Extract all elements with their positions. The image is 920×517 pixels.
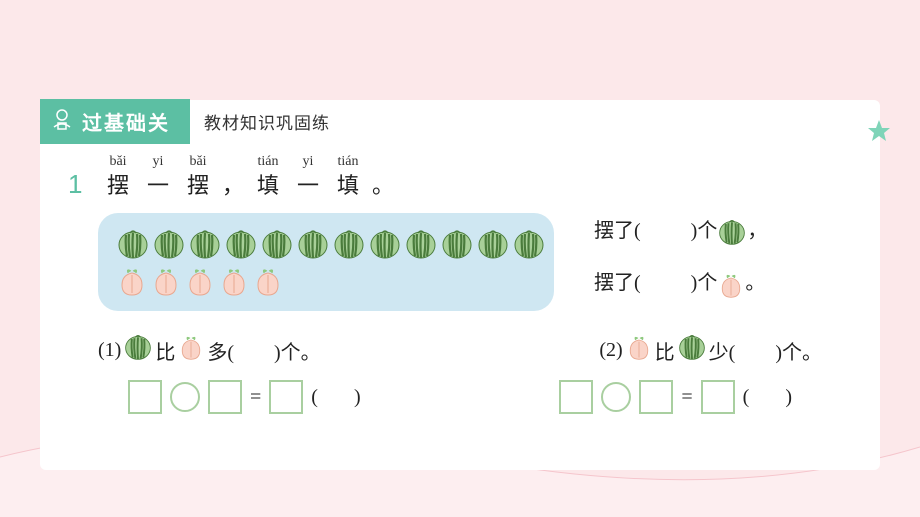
watermelon-icon xyxy=(717,217,747,247)
peach-icon xyxy=(717,271,745,299)
fruit-box xyxy=(98,213,554,311)
peach-icon xyxy=(150,265,182,297)
instruction-char: 填 xyxy=(328,168,368,200)
watermelon-line xyxy=(116,227,536,261)
watermelon-icon xyxy=(116,227,150,261)
watermelon-icon xyxy=(296,227,330,261)
watermelon-icon xyxy=(404,227,438,261)
instruction-char: ， xyxy=(218,168,248,200)
sub-question-2: (2) 比 少()个。 xyxy=(599,332,822,368)
subtitle: 教材知识巩固练 xyxy=(204,109,330,134)
count-text: 摆了()个， 摆了()个。 xyxy=(594,210,767,314)
blank-box xyxy=(128,380,162,414)
blank-box xyxy=(639,380,673,414)
watermelon-icon xyxy=(123,332,153,362)
watermelon-icon xyxy=(677,332,707,362)
watermelon-icon xyxy=(476,227,510,261)
peach-icon xyxy=(625,333,653,361)
watermelon-icon xyxy=(512,227,546,261)
peach-icon xyxy=(116,265,148,297)
count-line-1: 摆了()个， xyxy=(594,210,767,262)
content-area: bǎiyibǎitiányitián 1 摆一摆，填一填。 摆了()个， 摆了(… xyxy=(40,142,880,424)
blank-circle xyxy=(170,382,200,412)
peach-icon xyxy=(252,265,284,297)
blank-box xyxy=(559,380,593,414)
instruction-char: 一 xyxy=(288,168,328,200)
sub-questions: (1) 比 多()个。 (2) 比 少()个。 xyxy=(98,332,822,368)
tab-label: 过基础关 xyxy=(82,113,170,135)
instruction-char: 。 xyxy=(368,168,398,200)
peach-icon xyxy=(218,265,250,297)
peach-line xyxy=(116,265,536,297)
equation-1: = () xyxy=(128,380,361,414)
worksheet-card: 过基础关 教材知识巩固练 bǎiyibǎitiányitián 1 摆一摆，填一… xyxy=(40,100,880,470)
watermelon-icon xyxy=(224,227,258,261)
watermelon-icon xyxy=(188,227,222,261)
blank-circle xyxy=(601,382,631,412)
watermelon-icon xyxy=(332,227,366,261)
count-line-2: 摆了()个。 xyxy=(594,262,767,314)
blank-box xyxy=(208,380,242,414)
peach-icon xyxy=(184,265,216,297)
watermelon-icon xyxy=(440,227,474,261)
instruction-char: 摆 xyxy=(178,168,218,200)
blank-box xyxy=(269,380,303,414)
star-icon xyxy=(866,118,892,144)
fruits-row: 摆了()个， 摆了()个。 xyxy=(68,210,852,314)
peach-icon xyxy=(177,333,205,361)
watermelon-icon xyxy=(152,227,186,261)
blank-box xyxy=(701,380,735,414)
header-row: 过基础关 教材知识巩固练 xyxy=(40,100,880,142)
watermelon-icon xyxy=(260,227,294,261)
instruction-row: 1 摆一摆，填一填。 xyxy=(68,168,852,200)
instruction-char: 一 xyxy=(138,168,178,200)
watermelon-icon xyxy=(368,227,402,261)
sub-question-1: (1) 比 多()个。 xyxy=(98,332,321,368)
equation-row: = () = () xyxy=(128,380,792,414)
section-tab: 过基础关 xyxy=(40,99,190,144)
equation-2: = () xyxy=(559,380,792,414)
instruction-char: 填 xyxy=(248,168,288,200)
reader-icon xyxy=(48,105,76,133)
question-number: 1 xyxy=(68,169,98,200)
instruction-char: 摆 xyxy=(98,168,138,200)
